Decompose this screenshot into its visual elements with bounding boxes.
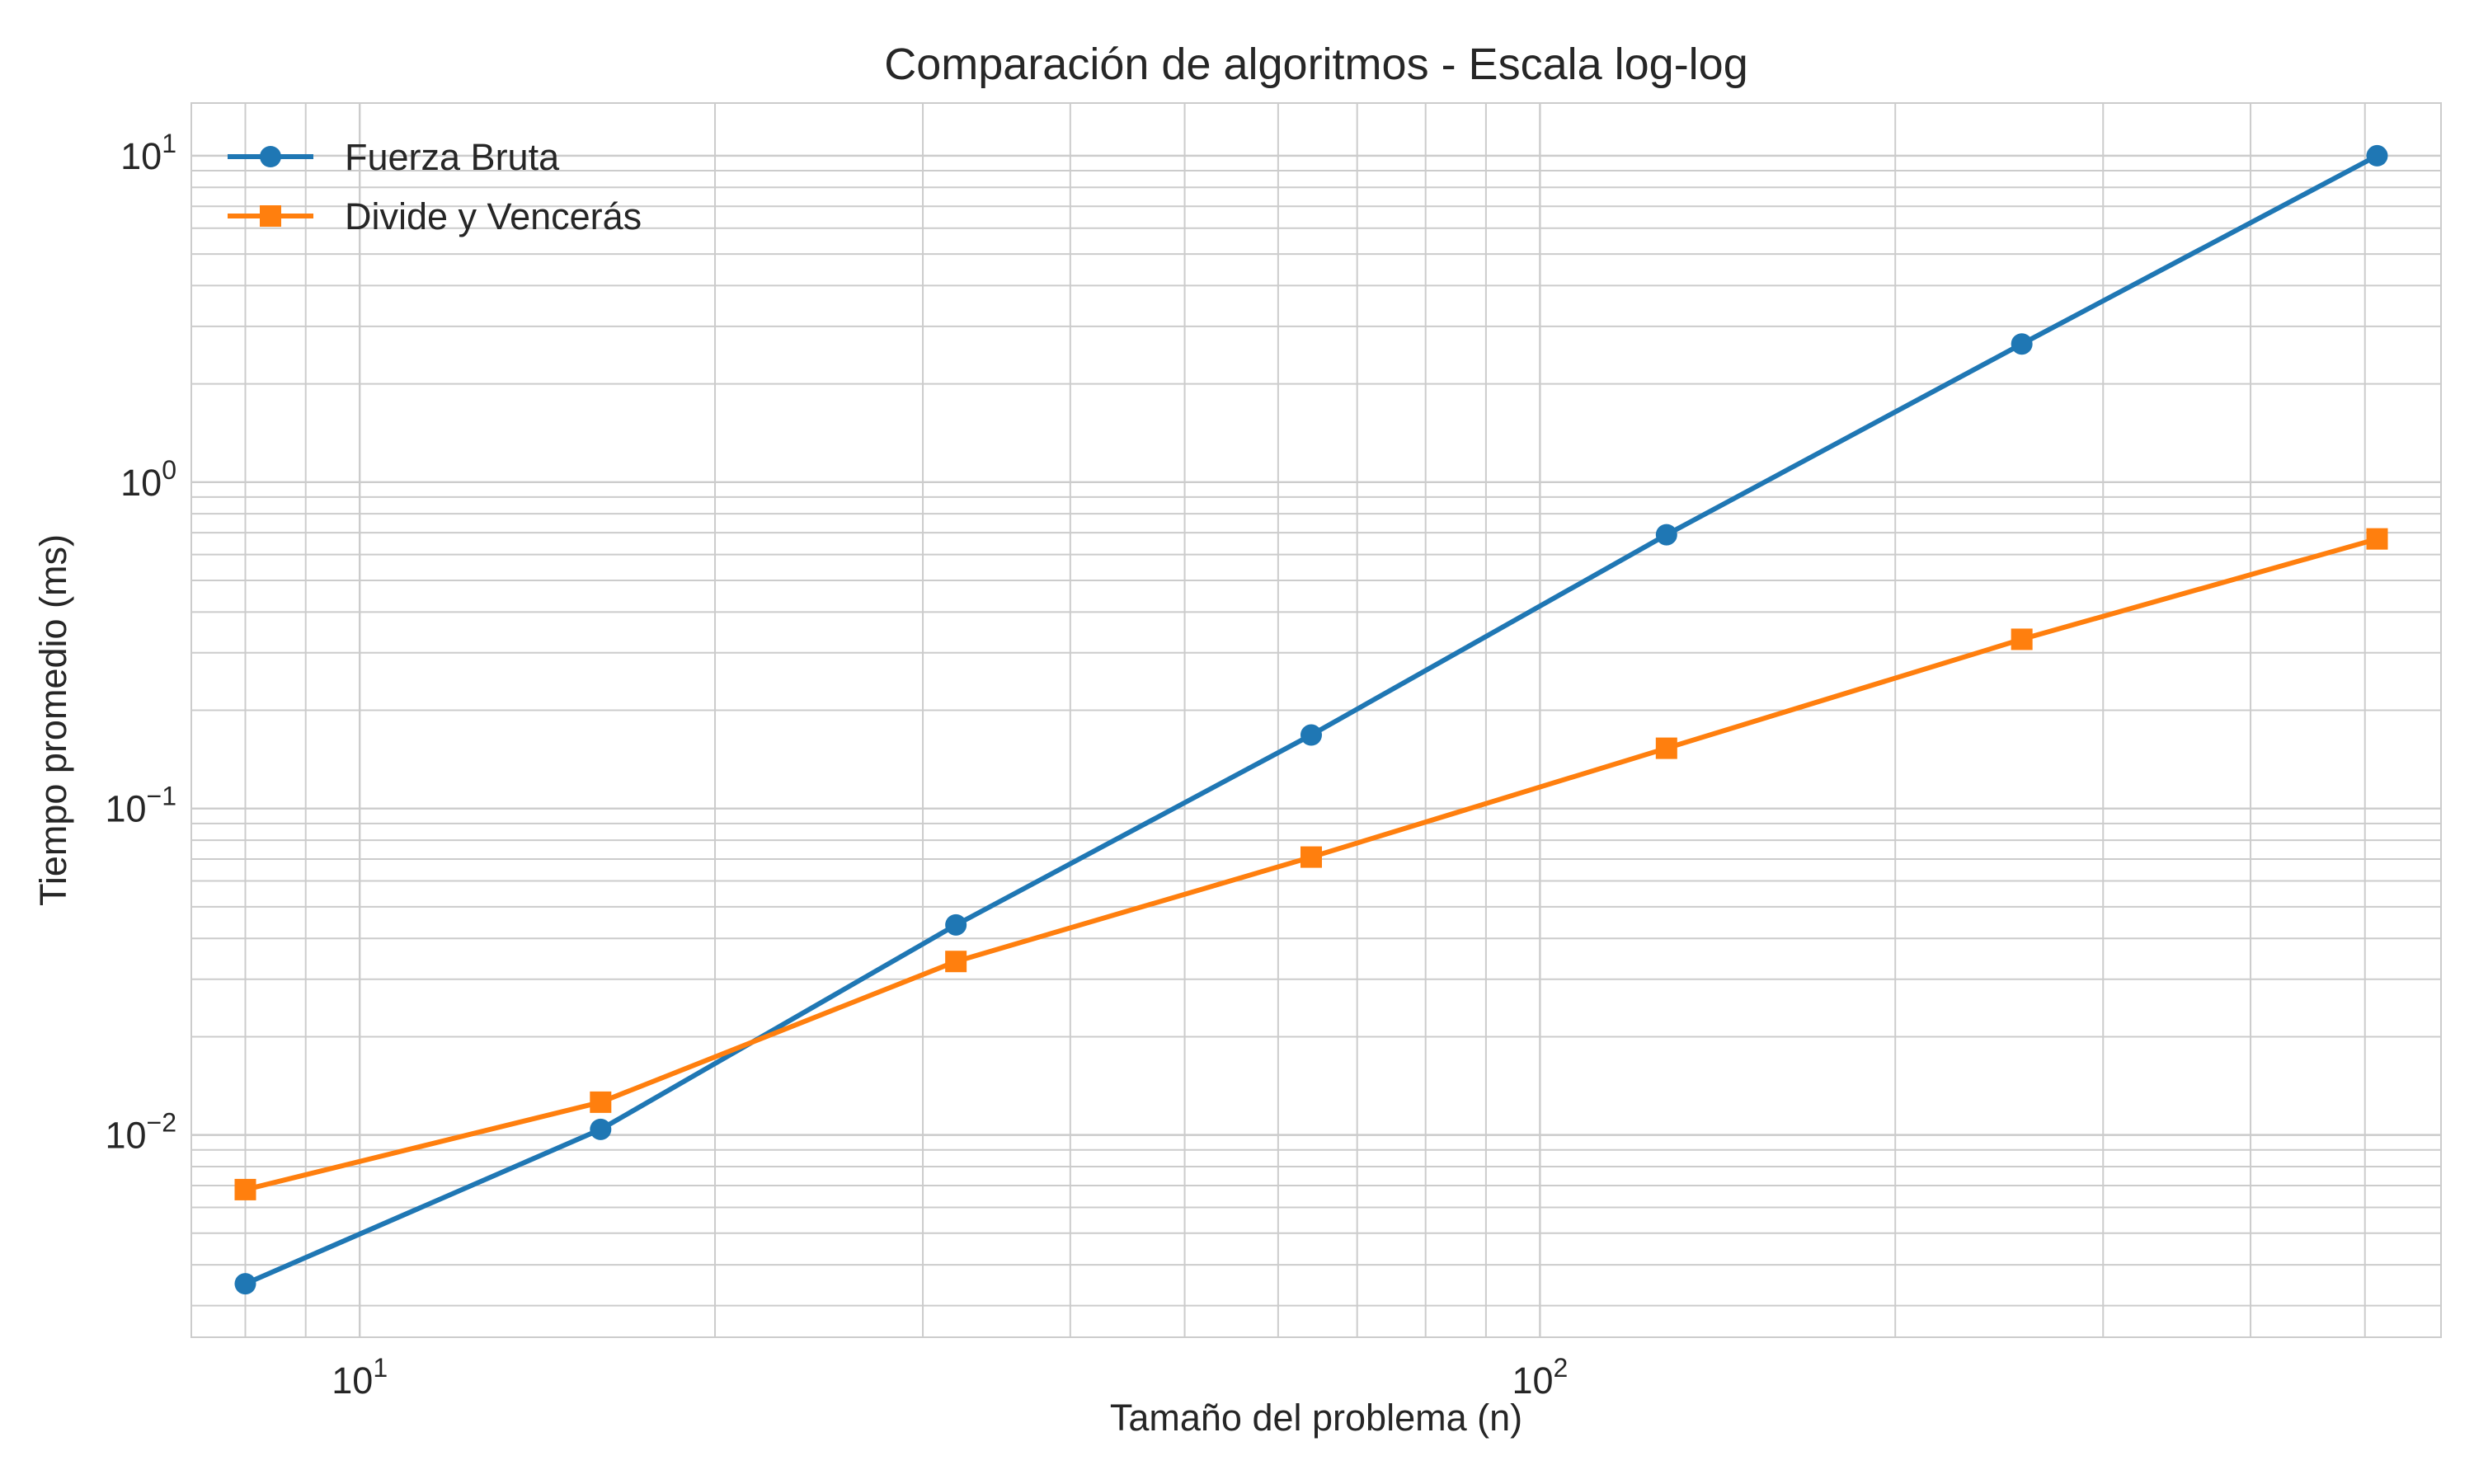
data-point [2011,333,2033,355]
y-tick-label: 101 [120,129,176,177]
series-1 [234,144,2388,1295]
legend-label: Divide y Vencerás [345,195,642,237]
data-point [590,1118,612,1140]
x-tick-label: 101 [332,1353,388,1402]
data-point [2011,628,2033,650]
data-point [2366,144,2388,167]
data-point [945,913,967,936]
data-point [1655,524,1677,546]
data-point [1655,737,1677,759]
x-axis-label: Tamaño del problema (n) [1110,1397,1522,1439]
data-point [234,1273,256,1295]
y-tick-label: 10−2 [105,1108,176,1157]
y-axis-label: Tiempo promedio (ms) [32,534,74,906]
data-point [234,1178,256,1200]
data-point [945,951,967,973]
data-point [590,1091,612,1113]
legend-label: Fuerza Bruta [345,136,560,178]
series-2 [234,528,2388,1200]
legend-item: Divide y Vencerás [228,195,642,237]
y-tick-label: 100 [120,455,176,504]
legend-item: Fuerza Bruta [228,136,560,178]
series-layer [234,144,2388,1295]
x-tick-label: 102 [1512,1353,1568,1402]
y-tick-label: 10−1 [105,782,176,830]
legend-marker [260,146,281,167]
grid [191,103,2441,1337]
legend-marker [260,205,281,227]
data-point [2366,528,2388,550]
chart-title: Comparación de algoritmos - Escala log-l… [884,40,1748,89]
data-point [1300,846,1322,868]
data-point [1300,724,1322,746]
plot-frame [190,102,2442,1338]
series-line [242,153,2380,1287]
tick-labels: 101 102 101 100 10−1 10−2 [105,129,1568,1402]
legend: Fuerza Bruta Divide y Vencerás [228,136,642,237]
